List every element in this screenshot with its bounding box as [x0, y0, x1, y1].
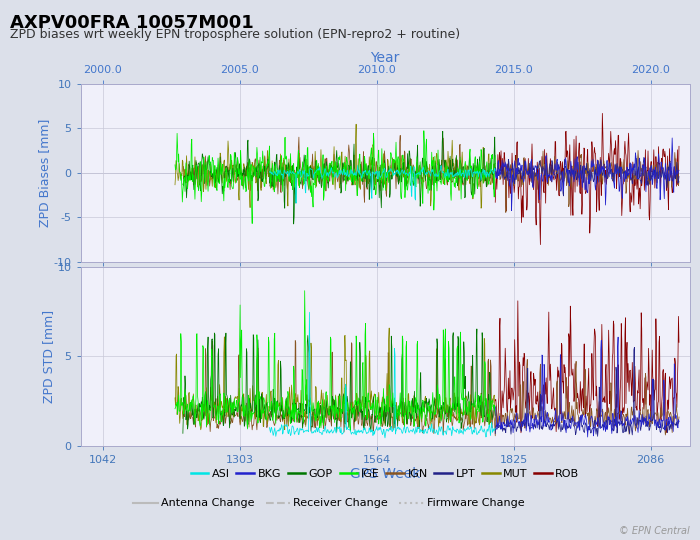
Y-axis label: ZPD Biases [mm]: ZPD Biases [mm] — [38, 119, 50, 227]
X-axis label: GPS Week: GPS Week — [350, 467, 420, 481]
Text: © EPN Central: © EPN Central — [619, 525, 690, 536]
Y-axis label: ZPD STD [mm]: ZPD STD [mm] — [42, 310, 55, 403]
Legend: Antenna Change, Receiver Change, Firmware Change: Antenna Change, Receiver Change, Firmwar… — [129, 494, 529, 513]
Text: AXPV00FRA 10057M001: AXPV00FRA 10057M001 — [10, 14, 254, 31]
Legend: ASI, BKG, GOP, IGE, IGN, LPT, MUT, ROB: ASI, BKG, GOP, IGE, IGN, LPT, MUT, ROB — [186, 464, 584, 483]
Text: ZPD biases wrt weekly EPN troposphere solution (EPN-repro2 + routine): ZPD biases wrt weekly EPN troposphere so… — [10, 28, 461, 41]
X-axis label: Year: Year — [370, 51, 400, 65]
